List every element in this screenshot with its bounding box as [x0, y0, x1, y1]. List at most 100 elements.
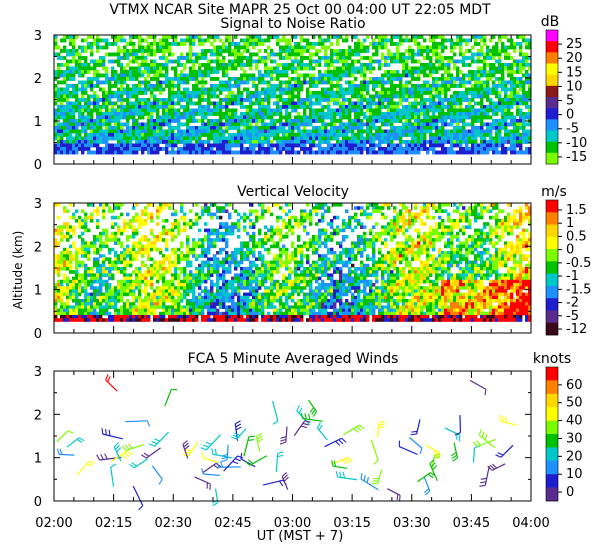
snr-cell: [474, 129, 478, 134]
snr-cell: [363, 84, 367, 88]
snr-cell: [342, 91, 346, 95]
snr-cell: [522, 66, 526, 71]
snr-cell: [516, 42, 520, 46]
snr-cell: [402, 147, 406, 151]
snr-cell: [285, 45, 289, 50]
snr-cell: [495, 59, 499, 64]
velocity-cell: [132, 299, 136, 303]
velocity-cell: [72, 257, 76, 261]
snr-cell: [453, 42, 457, 46]
snr-cell: [183, 147, 187, 151]
snr-cell: [351, 143, 355, 148]
snr-cell: [396, 126, 400, 130]
snr-cell: [516, 70, 520, 74]
snr-cell: [120, 147, 124, 151]
snr-cell: [99, 80, 103, 85]
snr-cell: [468, 38, 472, 43]
snr-cell: [519, 84, 523, 88]
snr-cell: [273, 91, 277, 95]
velocity-cell: [75, 292, 79, 297]
snr-cell: [321, 140, 325, 144]
snr-cell: [444, 38, 448, 43]
snr-cell: [378, 66, 382, 71]
snr-cell: [153, 66, 157, 71]
snr-cell: [114, 38, 118, 43]
snr-cell: [501, 143, 505, 148]
snr-cell: [477, 94, 481, 99]
snr-cell: [483, 84, 487, 88]
velocity-cell: [117, 203, 121, 207]
snr-cell: [342, 112, 346, 116]
velocity-cell: [117, 286, 121, 290]
velocity-cell: [105, 235, 109, 239]
velocity-cell: [120, 286, 124, 290]
snr-cell: [81, 91, 85, 95]
snr-cell: [339, 70, 343, 74]
snr-cell: [525, 59, 529, 64]
snr-cell: [321, 108, 325, 113]
snr-cell: [336, 80, 340, 85]
velocity-cell: [123, 279, 127, 284]
snr-cell: [387, 147, 391, 151]
velocity-cell: [108, 270, 112, 274]
snr-cell: [87, 66, 91, 71]
velocity-cell: [87, 283, 91, 287]
snr-cell: [429, 129, 433, 134]
velocity-cell: [63, 308, 67, 313]
snr-cell: [441, 35, 445, 39]
snr-cell: [471, 136, 475, 141]
snr-cell: [384, 70, 388, 74]
snr-cell: [213, 136, 217, 141]
snr-cell: [288, 94, 292, 99]
snr-cell: [363, 129, 367, 134]
snr-cell: [348, 150, 352, 155]
snr-cell: [312, 119, 316, 123]
snr-cell: [90, 77, 94, 81]
velocity-cell: [72, 276, 76, 281]
snr-cell: [210, 91, 214, 95]
snr-cell: [378, 84, 382, 88]
velocity-cell: [99, 315, 103, 319]
snr-cell: [309, 115, 313, 120]
snr-cell: [225, 73, 229, 78]
snr-cell: [462, 112, 466, 116]
snr-cell: [243, 133, 247, 137]
snr-cell: [102, 105, 106, 109]
snr-cell: [216, 56, 220, 60]
snr-cell: [381, 35, 385, 39]
snr-cell: [186, 38, 190, 43]
snr-cell: [348, 98, 352, 102]
snr-cell: [504, 87, 508, 92]
snr-cell: [207, 70, 211, 74]
snr-cell: [402, 150, 406, 155]
snr-cell: [390, 91, 394, 95]
velocity-cell: [96, 263, 100, 268]
snr-cell: [186, 150, 190, 155]
velocity-cell: [102, 305, 106, 309]
snr-cell: [318, 126, 322, 130]
snr-cell: [396, 45, 400, 50]
snr-cell: [264, 80, 268, 85]
snr-cell: [372, 77, 376, 81]
snr-cell: [288, 119, 292, 123]
snr-cell: [291, 49, 295, 53]
snr-cell: [63, 91, 67, 95]
snr-cell: [429, 59, 433, 64]
snr-cell: [474, 70, 478, 74]
snr-cell: [300, 136, 304, 141]
snr-cell: [249, 140, 253, 144]
snr-cell: [441, 98, 445, 102]
velocity-cell: [105, 289, 109, 293]
snr-cell: [474, 101, 478, 106]
velocity-cell: [75, 251, 79, 255]
snr-cell: [228, 115, 232, 120]
snr-cell: [192, 101, 196, 106]
snr-cell: [396, 112, 400, 116]
snr-cell: [159, 126, 163, 130]
snr-cell: [282, 66, 286, 71]
velocity-cell: [90, 241, 94, 245]
snr-cell: [522, 94, 526, 99]
velocity-cell: [138, 295, 142, 300]
velocity-cell: [87, 241, 91, 245]
